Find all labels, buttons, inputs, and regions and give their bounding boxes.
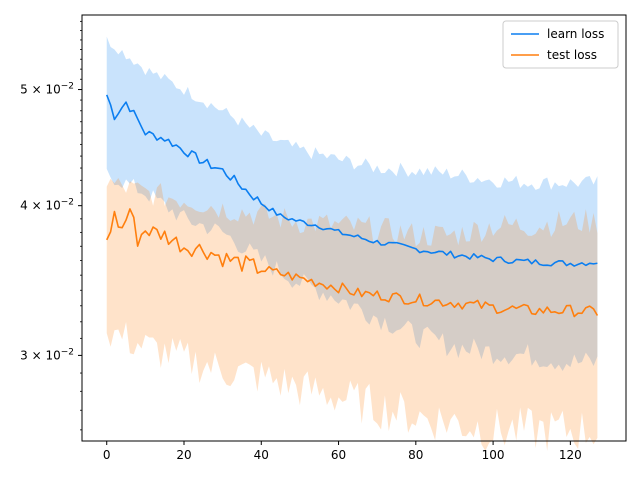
x-tick-label: 60 (331, 448, 346, 462)
y-tick-label: 5 × 10−2 (20, 82, 74, 97)
legend: learn loss test loss (502, 20, 619, 69)
legend-box (502, 20, 619, 69)
learn-loss-line (105, 94, 598, 267)
y-tick-label: 4 × 10−2 (20, 198, 74, 213)
learn-loss-band (106, 36, 598, 372)
x-tick-label: 80 (408, 448, 423, 462)
test-loss-line (106, 208, 599, 318)
x-tick-label: 120 (559, 448, 582, 462)
x-tick-label: 20 (176, 448, 191, 462)
y-tick-label: 3 × 10−2 (20, 347, 74, 362)
y-axis-ticks: 3 × 10−2 4 × 10−2 5 × 10−2 (20, 20, 82, 431)
series-lines (105, 94, 599, 318)
test-loss-band (106, 178, 598, 451)
x-axis-ticks: 0 20 40 60 80 100 120 (103, 441, 582, 462)
x-tick-label: 100 (482, 448, 505, 462)
axes-frame (81, 14, 627, 442)
confidence-bands (106, 36, 598, 451)
legend-label: test loss (547, 48, 597, 62)
legend-label: learn loss (547, 27, 604, 41)
x-tick-label: 0 (103, 448, 111, 462)
x-tick-label: 40 (254, 448, 269, 462)
